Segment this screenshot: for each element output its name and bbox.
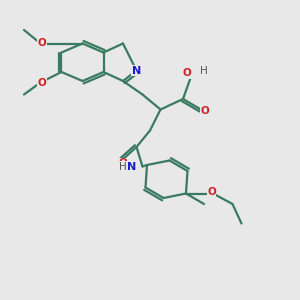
Text: H: H — [200, 66, 208, 76]
Text: O: O — [207, 187, 216, 197]
Text: O: O — [200, 106, 209, 116]
Text: O: O — [38, 38, 46, 49]
Text: O: O — [38, 77, 46, 88]
Text: H: H — [119, 161, 127, 172]
Text: N: N — [128, 161, 136, 172]
Text: O: O — [118, 158, 127, 169]
Text: O: O — [182, 68, 191, 79]
Text: N: N — [132, 65, 141, 76]
